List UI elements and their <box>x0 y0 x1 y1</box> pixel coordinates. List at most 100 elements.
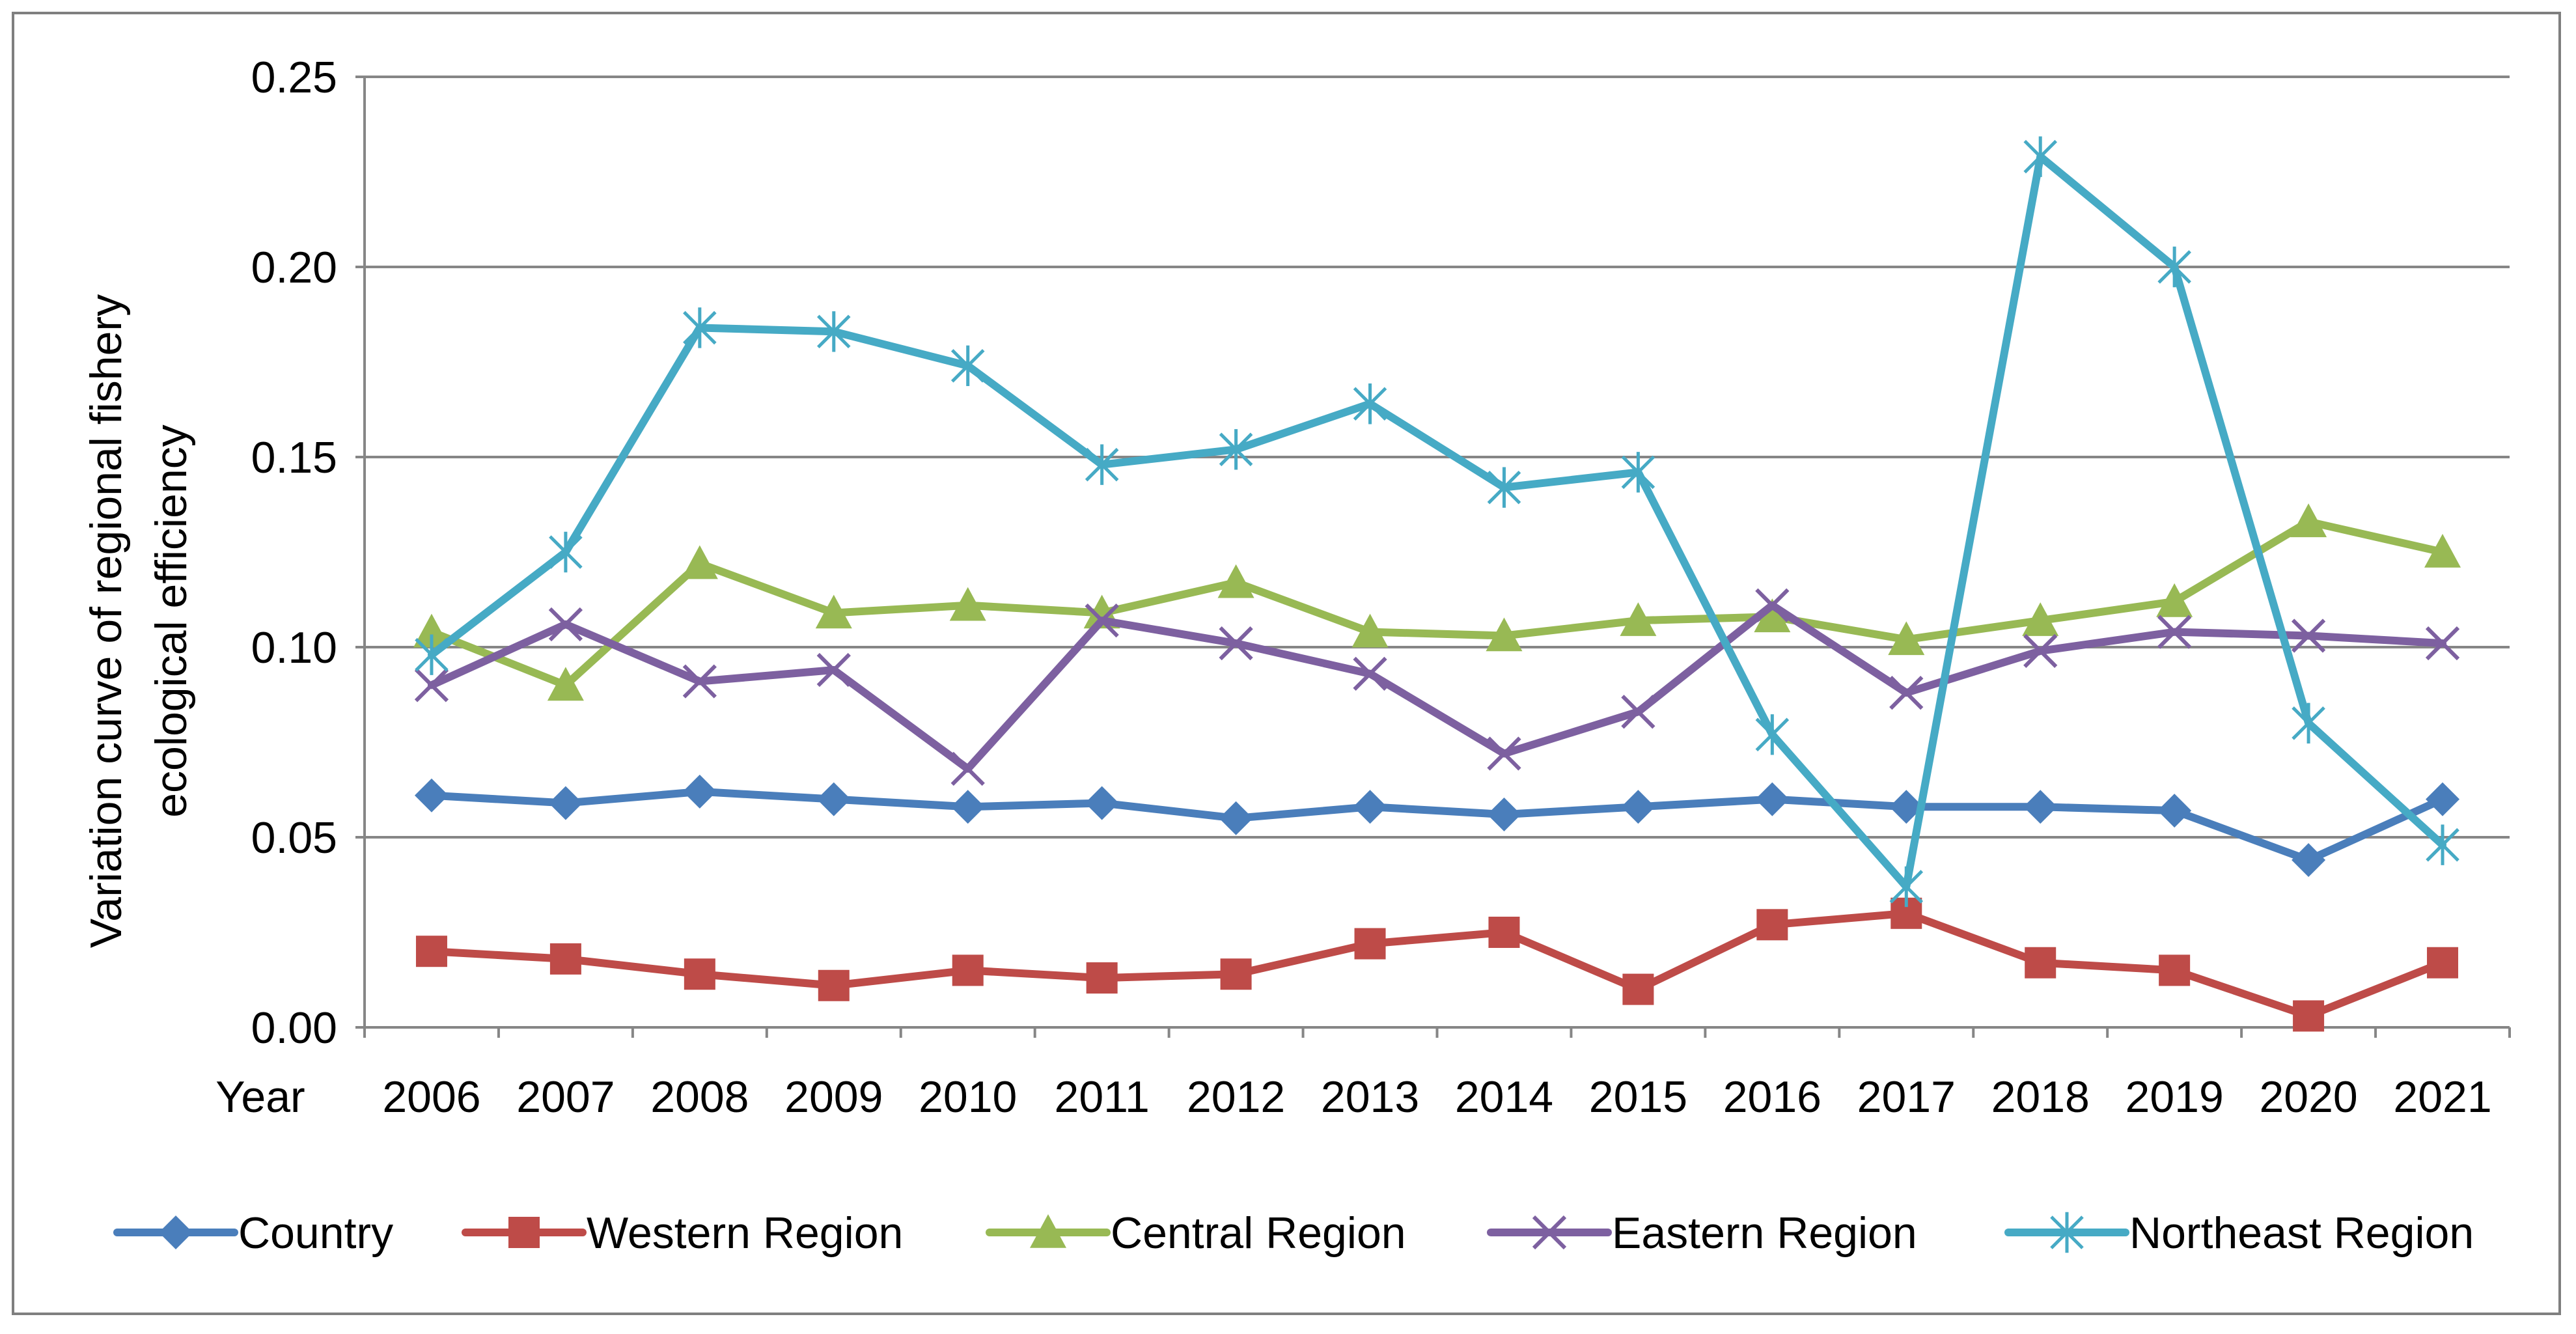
y-axis-label-line-1: Variation curve of regional fishery <box>81 294 131 948</box>
data-point-country <box>1219 801 1253 835</box>
series-line-country <box>427 787 2447 865</box>
data-point-eastern-region <box>1219 626 1253 661</box>
data-point-eastern-region-stroke <box>548 607 583 642</box>
legend-entry-western-region: Western Region <box>462 1208 903 1258</box>
data-point-eastern-region <box>1755 588 1790 622</box>
data-point-eastern-region <box>1085 603 1119 638</box>
x-tick-label: 2016 <box>1723 1072 1821 1122</box>
x-tick-label: 2010 <box>919 1072 1017 1122</box>
data-point-western-region <box>1756 909 1788 941</box>
data-point-eastern-region-stroke <box>2023 633 2058 668</box>
data-point-central-region <box>2022 602 2059 636</box>
data-point-eastern-region <box>1889 675 1924 710</box>
x-tick-label: 2012 <box>1187 1072 1285 1122</box>
x-tick-label: 2007 <box>516 1072 615 1122</box>
x-tick-label: 2011 <box>1055 1072 1150 1122</box>
data-point-country <box>1621 790 1655 824</box>
y-tick-label: 0.20 <box>251 243 337 292</box>
data-point-eastern-region <box>950 751 985 786</box>
data-point-central-region <box>1620 602 1657 636</box>
series-line-eastern-region <box>427 601 2447 773</box>
legend-marker-eastern-region <box>1532 1215 1567 1250</box>
data-point-central-region <box>2424 534 2461 568</box>
data-point-northeast-region <box>950 345 985 387</box>
x-tick-label: 2017 <box>1857 1072 1956 1122</box>
series-central-region <box>413 503 2461 701</box>
data-point-eastern-region <box>1621 695 1655 729</box>
data-point-eastern-region <box>2291 618 2326 653</box>
data-point-eastern-region-stroke <box>1085 603 1119 638</box>
x-tick-label: 2018 <box>1991 1072 2090 1122</box>
data-point-central-region <box>1888 621 1925 656</box>
series-eastern-region <box>414 588 2460 786</box>
legend-label-country: Country <box>238 1208 393 1258</box>
data-point-central-region <box>413 613 450 648</box>
legend-entry-country: Country <box>113 1208 393 1258</box>
data-point-country <box>2292 843 2326 878</box>
data-point-eastern-region <box>682 664 717 699</box>
data-point-eastern-region <box>1487 736 1521 771</box>
y-tick-label: 0.10 <box>251 623 337 673</box>
data-point-western-region <box>2159 954 2191 986</box>
series-western-region <box>415 897 2459 1032</box>
x-tick-label: 2013 <box>1321 1072 1419 1122</box>
data-point-eastern-region-stroke <box>2157 615 2192 649</box>
data-point-country <box>1085 786 1119 820</box>
data-point-western-region <box>1086 962 1118 994</box>
data-point-eastern-region-stroke <box>2425 626 2460 661</box>
data-point-eastern-region <box>414 668 449 702</box>
y-tick-label: 0.25 <box>251 53 337 102</box>
data-point-eastern-region-stroke <box>2291 618 2326 653</box>
data-point-country <box>1755 782 1790 816</box>
data-point-western-region <box>684 958 715 990</box>
data-point-western-region <box>549 943 581 975</box>
data-point-central-region <box>2290 503 2327 538</box>
data-point-country <box>548 786 583 820</box>
data-point-eastern-region <box>816 652 851 688</box>
y-axis-label-line-2: ecological efficiency <box>146 424 196 818</box>
data-point-northeast-region <box>1621 452 1655 493</box>
y-tick-labels: 0.00 0.05 0.10 0.15 0.20 0.25 <box>251 53 337 1053</box>
data-point-western-region <box>2427 947 2459 979</box>
x-tick-labels: 2006 2007 2008 2009 2010 2011 2012 2013 2014 2015… <box>382 1072 2491 1122</box>
data-point-eastern-region-stroke <box>1487 736 1521 771</box>
data-point-northeast-region <box>1755 714 1790 755</box>
x-tick-label: 2021 <box>2393 1072 2491 1122</box>
series-northeast-region <box>415 136 2459 908</box>
legend: Country Western Region Central Region Easte… <box>113 1208 2474 1258</box>
legend-label-northeast-region: Northeast Region <box>2129 1208 2474 1258</box>
data-point-western-region <box>1220 958 1252 990</box>
x-tick-label: 2006 <box>382 1072 480 1122</box>
data-point-northeast-region <box>2292 702 2325 743</box>
data-point-country <box>816 782 851 816</box>
legend-marker-central-region <box>1030 1214 1066 1248</box>
data-point-eastern-region-stroke <box>1889 675 1924 710</box>
data-point-eastern-region <box>2157 615 2192 649</box>
data-point-eastern-region-stroke <box>816 652 851 688</box>
legend-label-western-region: Western Region <box>587 1208 903 1258</box>
x-tick-label: 2019 <box>2126 1072 2224 1122</box>
data-point-northeast-region <box>2426 824 2459 865</box>
y-tick-label: 0.05 <box>251 813 337 863</box>
series-lines <box>413 136 2461 1032</box>
data-point-northeast-region <box>1889 866 1924 908</box>
data-point-country <box>1353 790 1387 824</box>
data-point-eastern-region-stroke <box>1219 626 1253 661</box>
legend-label-central-region: Central Region <box>1111 1208 1406 1258</box>
data-point-central-region <box>2156 583 2193 617</box>
data-point-western-region <box>2293 1000 2325 1032</box>
x-tick-label: 2009 <box>784 1072 883 1122</box>
data-point-central-region <box>949 587 986 621</box>
y-tick-label: 0.00 <box>251 1003 337 1053</box>
legend-entry-eastern-region: Eastern Region <box>1487 1208 1917 1258</box>
legend-label-eastern-region: Eastern Region <box>1612 1208 1917 1258</box>
data-point-northeast-region <box>2157 246 2191 288</box>
data-point-country <box>1889 790 1924 824</box>
data-point-eastern-region-stroke <box>1353 656 1387 691</box>
data-point-eastern-region-stroke <box>950 751 985 786</box>
data-point-western-region <box>1354 928 1386 960</box>
data-point-northeast-region <box>2023 136 2057 177</box>
data-point-northeast-region <box>1487 467 1521 508</box>
y-tick-label: 0.15 <box>251 433 337 482</box>
